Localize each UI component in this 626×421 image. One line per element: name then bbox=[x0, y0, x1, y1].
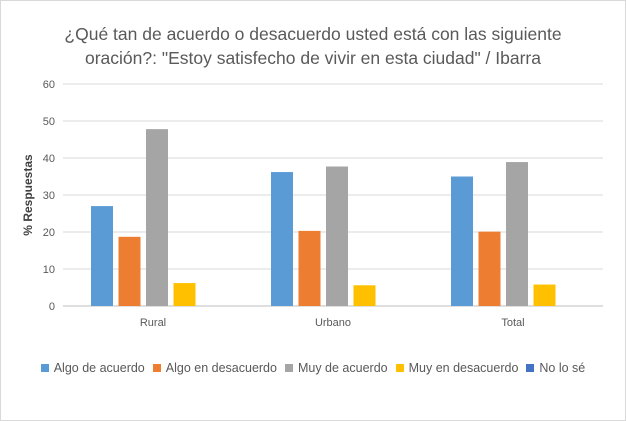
bar bbox=[326, 166, 348, 306]
y-tick-label: 50 bbox=[43, 116, 55, 128]
legend-item: Muy de acuerdo bbox=[284, 361, 388, 375]
chart-title-line-1: ¿Qué tan de acuerdo o desacuerdo usted e… bbox=[64, 24, 562, 44]
y-tick-label: 10 bbox=[43, 264, 55, 276]
y-tick-label: 40 bbox=[43, 153, 55, 165]
chart-title: ¿Qué tan de acuerdo o desacuerdo usted e… bbox=[20, 22, 606, 70]
bar bbox=[173, 283, 196, 306]
bar bbox=[451, 176, 473, 306]
y-tick-label: 60 bbox=[43, 79, 55, 91]
bar bbox=[146, 129, 168, 306]
legend-item: Algo de acuerdo bbox=[40, 361, 145, 375]
bar bbox=[353, 285, 376, 306]
bar bbox=[506, 162, 528, 306]
legend-item: No lo sé bbox=[526, 361, 585, 375]
bar bbox=[533, 284, 556, 306]
bar bbox=[478, 231, 501, 306]
y-tick-label: 0 bbox=[49, 301, 55, 313]
legend-label: Muy de acuerdo bbox=[297, 361, 388, 375]
bar bbox=[298, 230, 321, 306]
legend-label: No lo sé bbox=[539, 361, 586, 375]
legend-swatch bbox=[284, 364, 293, 372]
legend-swatch bbox=[526, 364, 535, 372]
legend-swatch bbox=[395, 364, 404, 372]
bar bbox=[118, 236, 141, 306]
x-tick-label: Total bbox=[501, 317, 524, 329]
legend-swatch bbox=[152, 364, 161, 372]
x-tick-label: Rural bbox=[140, 317, 166, 329]
legend-label: Muy en desacuerdo bbox=[408, 361, 519, 375]
bar bbox=[91, 206, 113, 306]
y-axis-label: % Respuestas bbox=[21, 154, 35, 236]
bar bbox=[271, 172, 293, 306]
legend-item: Muy en desacuerdo bbox=[395, 361, 519, 375]
legend-swatch bbox=[40, 364, 49, 372]
x-tick-label: Urbano bbox=[315, 317, 351, 329]
legend-label: Algo de acuerdo bbox=[53, 361, 145, 375]
chart-legend: Algo de acuerdo Algo en desacuerdo Muy de … bbox=[0, 361, 626, 375]
y-tick-label: 20 bbox=[43, 227, 55, 239]
legend-item: Algo en desacuerdo bbox=[152, 361, 277, 375]
legend-label: Algo en desacuerdo bbox=[165, 361, 277, 375]
chart-title-line-2: oración?: "Estoy satisfecho de vivir en … bbox=[85, 48, 541, 68]
y-tick-label: 30 bbox=[43, 190, 55, 202]
